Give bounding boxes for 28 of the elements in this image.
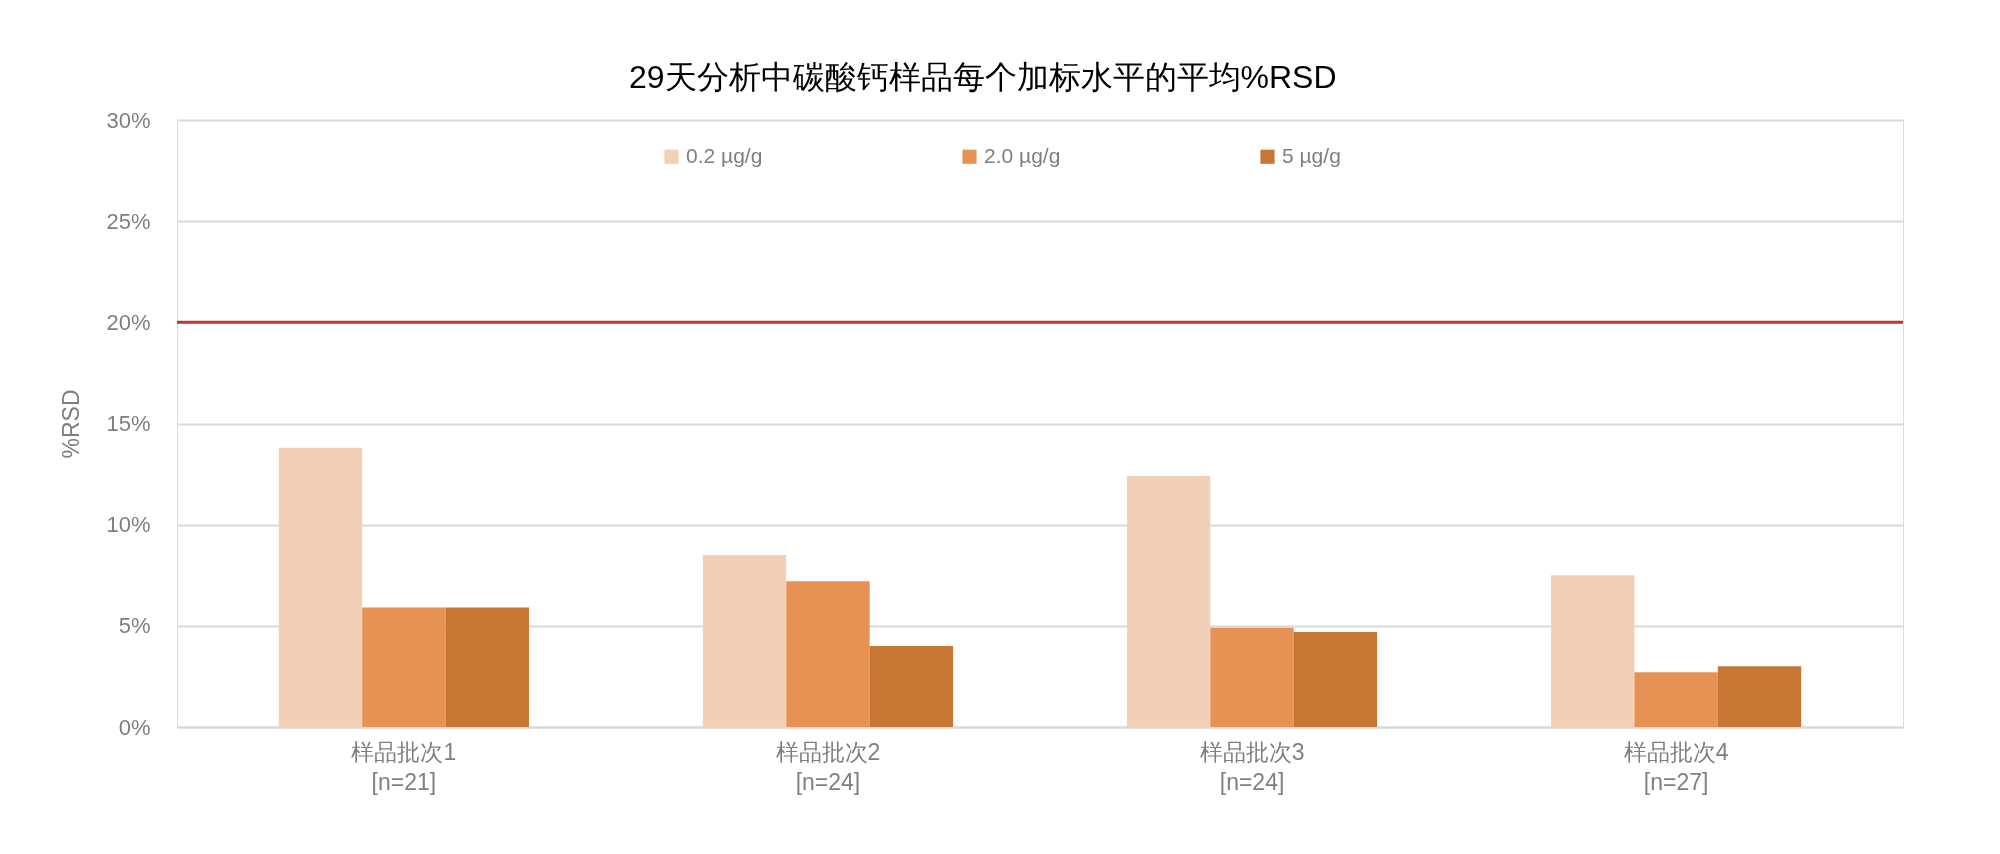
- y-tick-label: 15%: [106, 411, 151, 436]
- bar: [1717, 666, 1802, 727]
- bar: [278, 447, 363, 727]
- bar: [869, 646, 954, 727]
- y-tick-label: 25%: [106, 208, 151, 234]
- y-tick-label: 0%: [118, 714, 151, 740]
- bar: [702, 555, 787, 727]
- legend-label: 2.0 µg/g: [984, 143, 1061, 167]
- y-tick-label: 10%: [106, 512, 151, 538]
- bar: [445, 607, 529, 727]
- bar: [1551, 575, 1635, 727]
- x-tick-label: 样品批次2 [n=24]: [775, 738, 881, 795]
- chart-title: 29天分析中碳酸钙样品每个加标水平的平均%RSD: [628, 59, 1337, 95]
- bar: [1634, 672, 1718, 727]
- legend-label: 5 µg/g: [1282, 143, 1341, 167]
- bar: [786, 581, 870, 727]
- x-tick-label: 样品批次4 [n=27]: [1623, 738, 1729, 795]
- x-tick-label: 样品批次3 [n=24]: [1199, 738, 1305, 795]
- legend-label: 0.2 µg/g: [686, 143, 763, 167]
- y-tick-label: 5%: [118, 613, 151, 639]
- bar: [1210, 627, 1294, 727]
- x-tick-label: 样品批次1 [n=21]: [351, 738, 457, 795]
- y-tick-label: 30%: [106, 107, 151, 133]
- bar: [1293, 631, 1378, 727]
- bar: [362, 607, 446, 727]
- y-axis-title: %RSD: [58, 389, 85, 459]
- y-tick-label: 20%: [106, 309, 151, 335]
- bar: [1126, 476, 1211, 727]
